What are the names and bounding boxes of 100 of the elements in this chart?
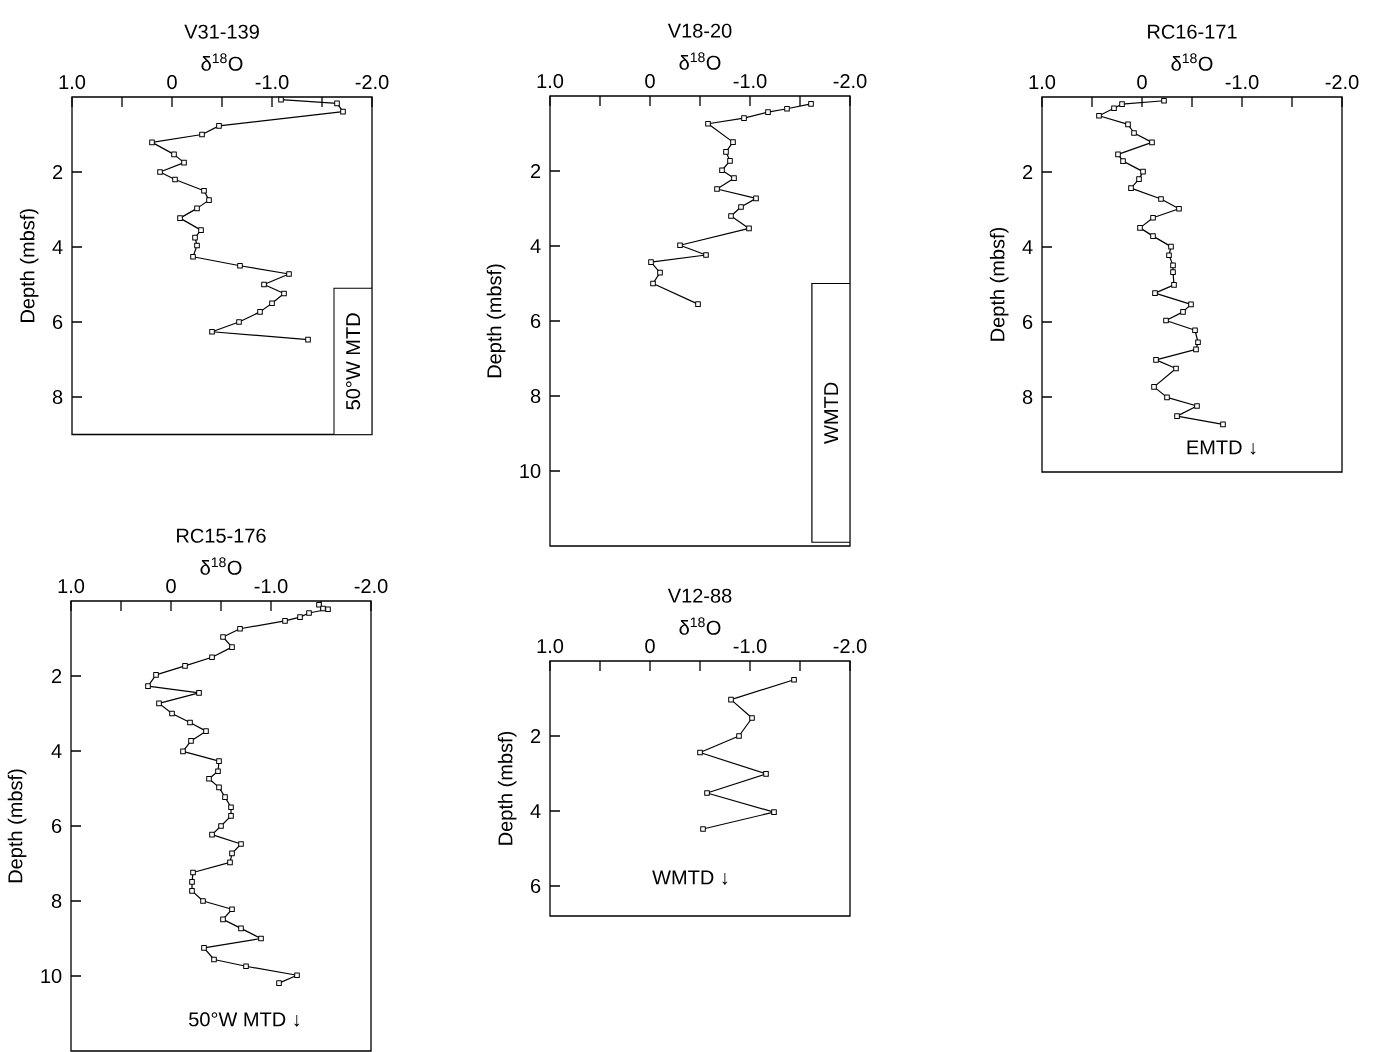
point xyxy=(236,319,242,325)
point xyxy=(808,101,814,107)
point xyxy=(282,618,288,624)
x-tick-label: 1.0 xyxy=(537,638,564,654)
y-tick-label: 4 xyxy=(51,744,62,758)
point xyxy=(276,980,282,986)
point xyxy=(736,733,742,739)
annotation: 50°W MTD ↓ xyxy=(189,1012,300,1027)
y-tick-label: 2 xyxy=(53,165,63,179)
point xyxy=(1149,139,1155,146)
point xyxy=(700,826,706,832)
point xyxy=(1125,121,1131,128)
point xyxy=(1192,327,1198,334)
x-tick-label: 1.0 xyxy=(537,73,564,89)
point xyxy=(209,831,215,838)
point xyxy=(281,290,287,297)
point xyxy=(1168,243,1174,250)
point xyxy=(1137,225,1143,231)
chart-title: RC16-171 xyxy=(1148,24,1237,39)
point xyxy=(257,309,263,315)
y-tick-label: 8 xyxy=(51,893,62,909)
point xyxy=(791,676,797,683)
point xyxy=(1170,262,1176,269)
chart-title: RC15-176 xyxy=(177,528,266,543)
point xyxy=(222,794,228,800)
point xyxy=(305,336,311,343)
y-axis-title: Depth (mbsf) xyxy=(486,264,506,378)
point xyxy=(215,768,221,775)
y-tick-label: 6 xyxy=(531,313,541,329)
point xyxy=(657,269,663,276)
point xyxy=(1111,105,1117,112)
x-tick-label: 0 xyxy=(645,638,655,654)
point xyxy=(294,972,300,979)
point xyxy=(763,771,769,777)
point xyxy=(703,252,709,258)
point xyxy=(237,262,243,269)
point xyxy=(206,197,212,203)
point xyxy=(189,879,195,885)
x-tick-label: -1.0 xyxy=(733,73,767,89)
point xyxy=(1128,185,1134,191)
point xyxy=(731,175,737,181)
x-axis-title: δ$^{18}$O xyxy=(201,53,243,71)
point xyxy=(229,850,235,857)
point xyxy=(216,784,222,791)
x-tick-label: 0 xyxy=(1137,74,1147,90)
point xyxy=(229,644,235,650)
point xyxy=(145,683,151,689)
point xyxy=(677,242,683,249)
point xyxy=(340,108,346,115)
y-tick-label: 2 xyxy=(1023,165,1033,179)
point xyxy=(730,139,736,145)
point xyxy=(194,205,200,212)
y-tick-label: 6 xyxy=(53,314,63,330)
y-tick-label: 4 xyxy=(530,804,541,818)
point xyxy=(723,149,729,155)
point xyxy=(1115,151,1121,158)
point xyxy=(1152,290,1158,296)
point xyxy=(1193,346,1199,353)
y-tick-label: 2 xyxy=(531,729,541,743)
y-tick-label: 4 xyxy=(1022,240,1033,254)
point xyxy=(1150,214,1156,221)
point xyxy=(187,719,193,726)
x-tick-label: 0 xyxy=(645,73,655,89)
chart-title: V18-20 xyxy=(667,23,732,38)
point xyxy=(156,700,162,707)
point xyxy=(765,109,771,115)
point xyxy=(190,869,196,876)
point xyxy=(198,227,204,233)
point xyxy=(216,123,222,129)
point xyxy=(238,841,244,847)
point xyxy=(182,663,188,669)
y-tick-label: 2 xyxy=(531,164,541,178)
point xyxy=(228,813,234,819)
point xyxy=(1158,196,1164,202)
point xyxy=(695,301,701,307)
point xyxy=(749,715,755,721)
x-tick-label: 1.0 xyxy=(58,578,85,594)
y-axis-title: Depth (mbsf) xyxy=(497,731,517,845)
x-tick-label: -2.0 xyxy=(833,73,867,89)
y-axis-title: Depth (mbsf) xyxy=(19,209,39,322)
point xyxy=(1180,309,1186,315)
point xyxy=(190,253,196,260)
point xyxy=(316,601,322,608)
annotation: EMTD ↓ xyxy=(1187,440,1256,455)
x-tick-label: 0 xyxy=(167,74,177,90)
point xyxy=(1131,130,1137,136)
point xyxy=(196,690,202,696)
point xyxy=(258,935,264,942)
point xyxy=(227,859,233,866)
point xyxy=(1170,269,1176,275)
point xyxy=(753,195,759,202)
point xyxy=(171,151,177,158)
point xyxy=(229,906,235,913)
point xyxy=(201,187,207,194)
point xyxy=(243,963,249,970)
chart-title: V31-139 xyxy=(184,24,259,39)
point xyxy=(180,748,186,755)
point xyxy=(188,738,194,744)
chart-title: V12-88 xyxy=(667,588,732,603)
point xyxy=(728,213,734,219)
